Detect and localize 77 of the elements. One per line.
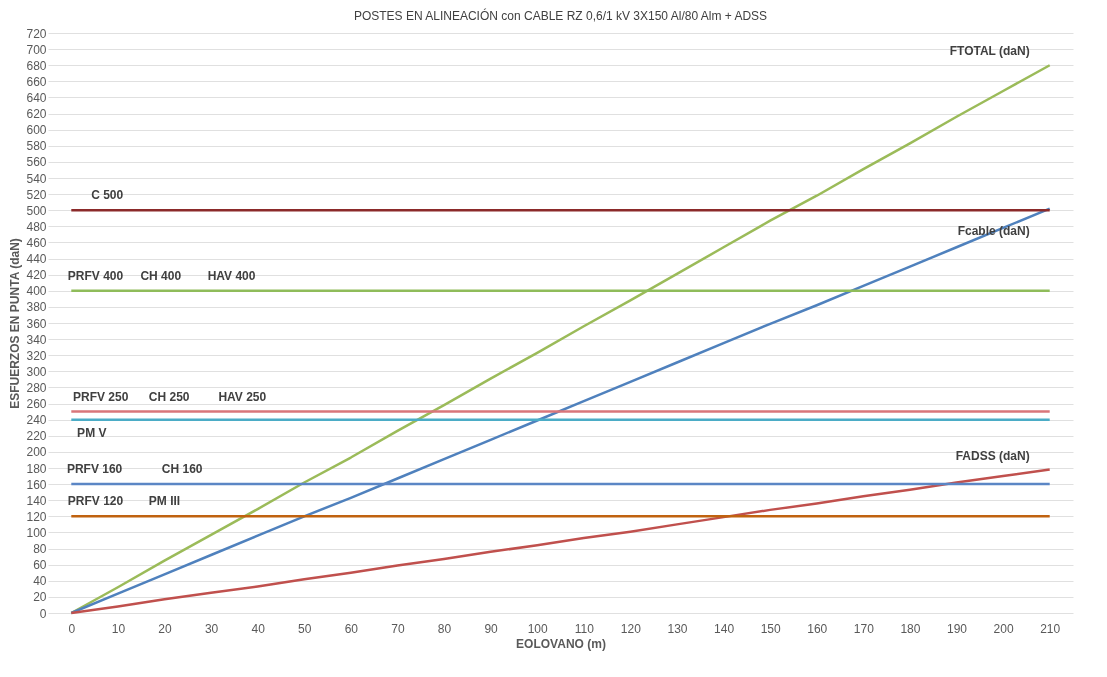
y-tick-label: 580 <box>26 139 47 154</box>
y-tick-label: 120 <box>26 509 47 524</box>
x-tick-label: 130 <box>667 621 688 636</box>
x-tick-label: 150 <box>760 621 781 636</box>
annotation: HAV 400 <box>207 268 256 283</box>
y-tick-label: 700 <box>26 42 47 57</box>
x-tick-label: 210 <box>1040 621 1061 636</box>
y-tick-label: 500 <box>26 203 47 218</box>
y-tick-label: 180 <box>26 461 47 476</box>
y-tick-label: 620 <box>26 107 47 122</box>
y-tick-label: 440 <box>26 252 47 267</box>
x-tick-label: 0 <box>68 621 76 636</box>
y-tick-label: 380 <box>26 300 47 315</box>
annotation: CH 160 <box>161 462 203 477</box>
y-tick-label: 640 <box>26 90 47 105</box>
x-tick-label: 120 <box>620 621 642 636</box>
x-axis-title: EOLOVANO (m) <box>516 636 606 651</box>
y-tick-label: 200 <box>26 445 47 460</box>
y-tick-label: 100 <box>26 525 47 540</box>
annotation: PRFV 400 <box>67 268 124 283</box>
y-tick-label: 480 <box>26 219 47 234</box>
y-tick-label: 360 <box>26 316 47 331</box>
y-tick-label: 160 <box>26 477 47 492</box>
x-tick-label: 80 <box>437 621 452 636</box>
annotation: PRFV 250 <box>72 389 129 404</box>
x-tick-label: 20 <box>158 621 172 636</box>
y-tick-label: 600 <box>26 123 47 138</box>
y-tick-label: 40 <box>33 574 47 589</box>
annotation: HAV 250 <box>218 389 267 404</box>
y-tick-label: 400 <box>26 284 47 299</box>
annotation: C 500 <box>91 188 124 203</box>
series-label: Fcable (daN) <box>957 223 1030 238</box>
y-tick-label: 300 <box>26 364 47 379</box>
y-tick-label: 20 <box>33 590 47 605</box>
x-tick-label: 30 <box>204 621 219 636</box>
x-tick-label: 90 <box>484 621 499 636</box>
annotation: CH 250 <box>148 389 190 404</box>
y-tick-label: 0 <box>39 606 47 621</box>
y-tick-label: 680 <box>26 58 47 73</box>
series-label: FTOTAL (daN) <box>949 44 1030 59</box>
annotation: PM V <box>77 425 107 440</box>
chart-title: POSTES EN ALINEACIÓN con CABLE RZ 0,6/1 kV 3X150 Al/80 Alm + ADSS <box>353 8 768 23</box>
x-tick-label: 140 <box>714 621 735 636</box>
y-tick-label: 140 <box>26 493 47 508</box>
x-tick-label: 10 <box>111 621 126 636</box>
y-tick-label: 340 <box>26 332 47 347</box>
y-axis-title: ESFUERZOS EN PUNTA (daN) <box>8 238 23 409</box>
y-tick-label: 60 <box>33 558 47 573</box>
x-tick-label: 180 <box>900 621 921 636</box>
y-tick-label: 520 <box>26 187 47 202</box>
x-tick-label: 70 <box>391 621 405 636</box>
x-tick-label: 100 <box>527 621 549 636</box>
x-tick-label: 170 <box>853 621 875 636</box>
x-tick-label: 60 <box>344 621 359 636</box>
annotation: PM III <box>148 494 181 509</box>
y-tick-label: 320 <box>26 348 47 363</box>
y-tick-label: 280 <box>26 380 47 395</box>
x-tick-label: 200 <box>993 621 1014 636</box>
x-tick-label: 190 <box>947 621 968 636</box>
x-tick-label: 40 <box>251 621 266 636</box>
series-label: FADSS (daN) <box>955 448 1030 463</box>
y-tick-label: 560 <box>26 155 47 170</box>
x-tick-label: 50 <box>298 621 312 636</box>
y-tick-label: 80 <box>33 542 47 557</box>
y-tick-label: 720 <box>26 26 47 41</box>
y-tick-label: 260 <box>26 397 47 412</box>
y-tick-label: 240 <box>26 413 47 428</box>
annotation: PRFV 160 <box>66 462 123 477</box>
y-tick-label: 660 <box>26 74 47 89</box>
x-tick-label: 160 <box>807 621 828 636</box>
annotation: PRFV 120 <box>67 494 124 509</box>
y-tick-label: 220 <box>26 429 47 444</box>
y-tick-label: 420 <box>26 268 47 283</box>
x-tick-label: 110 <box>574 621 595 636</box>
y-tick-label: 540 <box>26 171 47 186</box>
y-tick-label: 460 <box>26 235 47 250</box>
annotation: CH 400 <box>140 268 182 283</box>
